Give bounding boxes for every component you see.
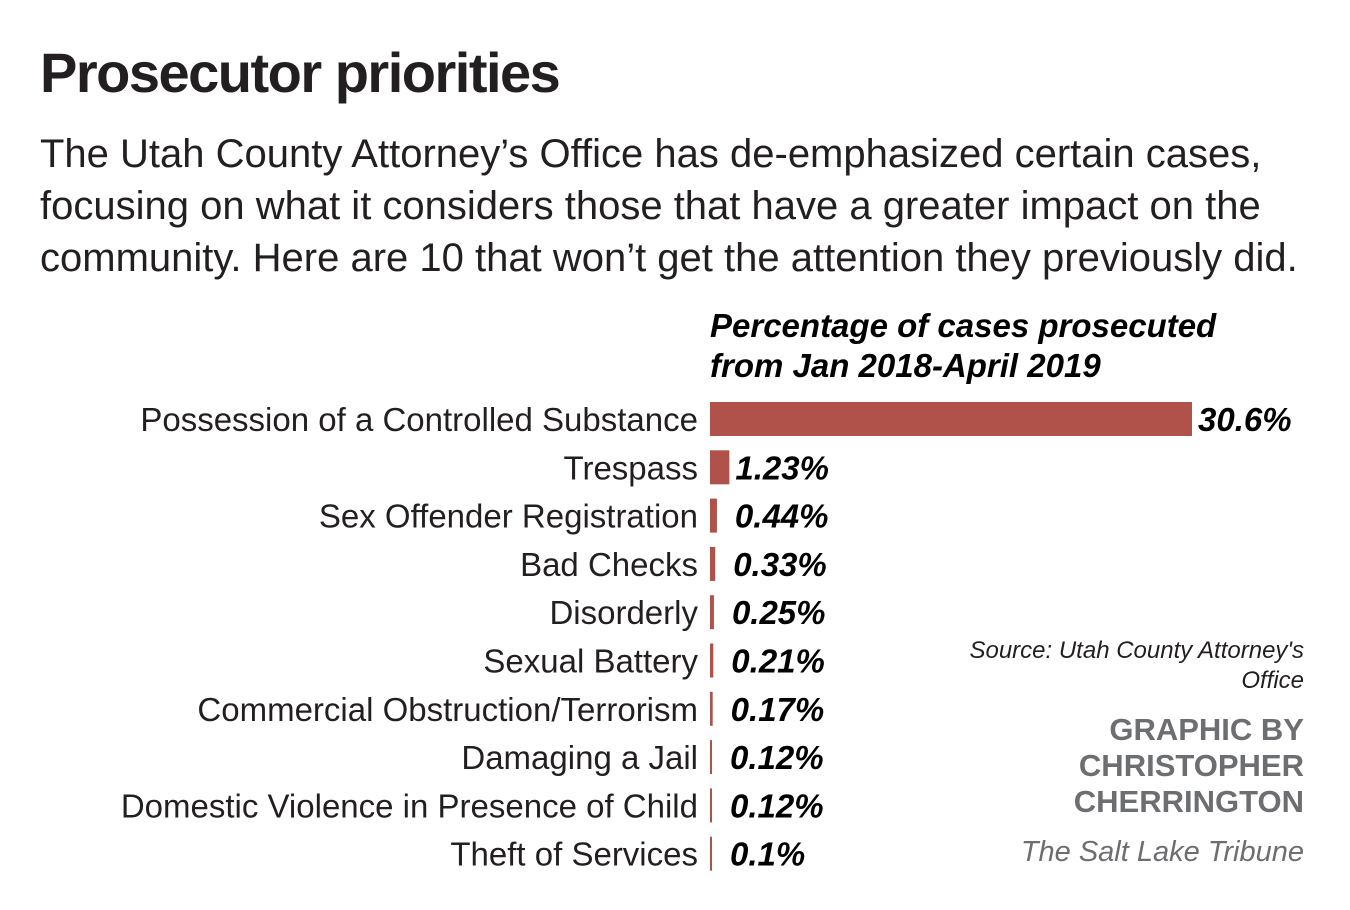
category-label: Possession of a Controlled Substance bbox=[140, 401, 698, 438]
graphic-credit: GRAPHIC BY CHRISTOPHER CHERRINGTON bbox=[944, 712, 1304, 820]
bar bbox=[710, 788, 712, 823]
category-label: Sexual Battery bbox=[483, 643, 698, 680]
chart-title-line1: Percentage of cases prosecuted bbox=[710, 307, 1217, 344]
publication-name: The Salt Lake Tribune bbox=[1020, 836, 1304, 868]
page-title: Prosecutor priorities bbox=[40, 41, 561, 104]
value-label: 0.21% bbox=[731, 643, 825, 680]
value-label: 0.25% bbox=[732, 594, 826, 631]
value-label: 30.6% bbox=[1198, 401, 1292, 438]
value-label: 0.1% bbox=[730, 836, 805, 873]
intro-text: The Utah County Attorney’s Office has de… bbox=[40, 132, 1298, 280]
category-label: Bad Checks bbox=[520, 546, 698, 583]
bar bbox=[710, 402, 1192, 436]
chart-title-line2: from Jan 2018-April 2019 bbox=[710, 347, 1101, 384]
category-label: Damaging a Jail bbox=[461, 739, 698, 776]
value-label: 0.33% bbox=[733, 546, 827, 583]
bar bbox=[710, 546, 716, 581]
credit-line1: GRAPHIC BY bbox=[1109, 712, 1304, 747]
category-label: Theft of Services bbox=[450, 836, 698, 873]
value-label: 0.12% bbox=[730, 739, 824, 776]
bar bbox=[710, 740, 712, 775]
bar bbox=[710, 691, 713, 726]
category-label: Disorderly bbox=[549, 594, 698, 631]
bar bbox=[710, 643, 714, 678]
value-label: 0.17% bbox=[731, 691, 825, 728]
category-label: Commercial Obstruction/Terrorism bbox=[197, 691, 698, 728]
bar bbox=[710, 450, 730, 485]
bar bbox=[710, 595, 714, 630]
bar bbox=[710, 498, 717, 533]
category-label: Domestic Violence in Presence of Child bbox=[121, 787, 698, 824]
category-label: Trespass bbox=[564, 449, 698, 486]
bar bbox=[710, 836, 712, 871]
credit-line3: CHERRINGTON bbox=[1073, 784, 1304, 819]
value-label: 1.23% bbox=[735, 449, 829, 486]
chart-title: Percentage of cases prosecuted from Jan … bbox=[710, 306, 1216, 386]
value-label: 0.12% bbox=[730, 787, 824, 824]
value-label: 0.44% bbox=[735, 498, 829, 535]
credit-line2: CHRISTOPHER bbox=[1078, 748, 1304, 783]
category-label: Sex Offender Registration bbox=[319, 498, 698, 535]
source-note: Source: Utah County Attorney's Office bbox=[969, 637, 1304, 694]
